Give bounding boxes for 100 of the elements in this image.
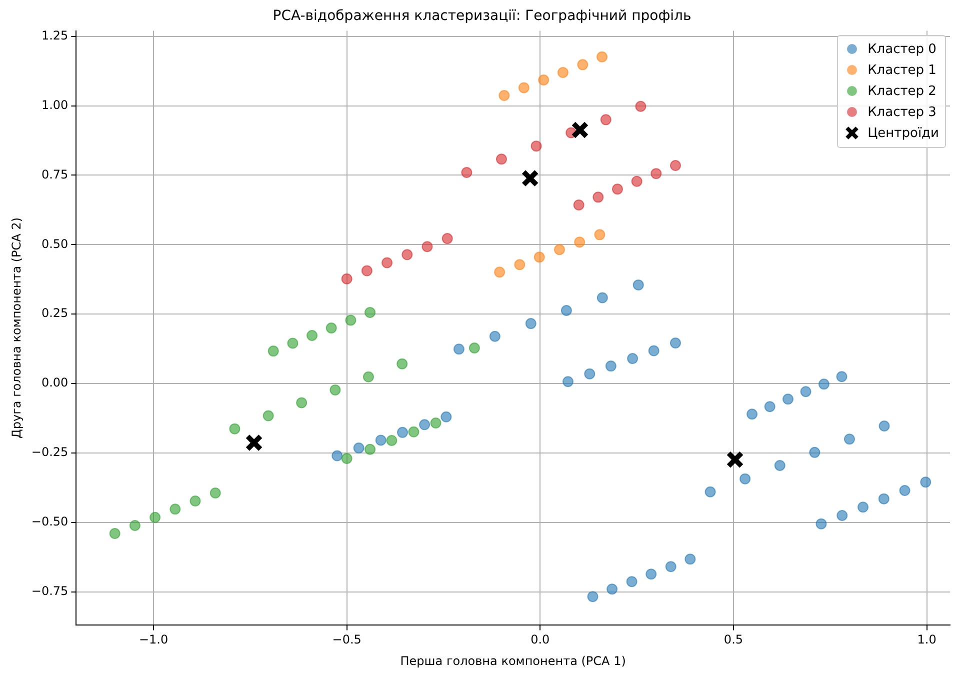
x-tick-label: 0.5 <box>724 632 744 647</box>
point <box>364 444 376 455</box>
point <box>442 233 453 244</box>
point <box>554 244 565 256</box>
point <box>596 292 608 304</box>
point <box>129 520 140 531</box>
point <box>858 502 869 513</box>
point <box>665 561 676 572</box>
legend-label: Кластер 0 <box>868 40 936 59</box>
point <box>518 82 530 94</box>
point <box>375 434 386 446</box>
point <box>396 358 408 370</box>
point <box>557 66 568 78</box>
point <box>560 305 572 316</box>
x-tick-label: 0.0 <box>530 632 550 647</box>
y-tick-label: −0.50 <box>31 514 68 529</box>
point <box>534 252 545 263</box>
chart-title: PCA-відображення кластеризації: Географічний профіль <box>272 8 692 24</box>
point <box>498 90 510 102</box>
point <box>562 376 574 388</box>
point <box>361 265 372 276</box>
y-tick-label: −0.25 <box>31 445 68 460</box>
point <box>402 249 413 260</box>
point <box>341 453 352 464</box>
point <box>521 169 539 188</box>
y-axis-title: Друга головна компонента (PCA 2) <box>9 217 24 439</box>
point <box>364 306 376 318</box>
point <box>268 346 279 357</box>
point <box>190 496 201 507</box>
point <box>650 168 662 180</box>
point <box>245 434 263 452</box>
y-tick-label: 1.00 <box>41 98 68 112</box>
point <box>530 140 542 152</box>
point <box>494 266 506 278</box>
y-tick-label: −0.75 <box>31 584 68 598</box>
point <box>408 426 420 438</box>
point <box>489 330 500 342</box>
point <box>573 199 584 210</box>
point <box>899 484 910 496</box>
x-tick-label: −0.5 <box>332 632 362 647</box>
y-tick-label: 0.50 <box>41 236 68 251</box>
x-tick-label: 1.0 <box>917 632 936 647</box>
point <box>648 345 660 356</box>
point <box>330 384 341 396</box>
legend-label: Центроїди <box>868 124 939 143</box>
point <box>670 160 681 172</box>
point <box>210 487 221 498</box>
point <box>726 450 744 469</box>
point <box>782 394 794 405</box>
point <box>419 419 430 430</box>
point <box>632 279 644 290</box>
point <box>229 423 240 434</box>
point <box>600 114 612 126</box>
point <box>809 446 820 458</box>
point <box>764 401 776 412</box>
point <box>326 322 337 334</box>
point <box>397 426 408 438</box>
point <box>574 236 586 248</box>
legend-label: Кластер 3 <box>868 104 936 122</box>
point <box>345 314 356 326</box>
point <box>430 417 442 428</box>
point <box>670 338 681 348</box>
point <box>587 591 598 602</box>
point <box>341 273 352 284</box>
point <box>362 371 374 382</box>
point <box>386 434 398 446</box>
point <box>287 338 298 349</box>
point <box>262 410 274 422</box>
point <box>353 442 364 454</box>
point <box>596 51 608 62</box>
point <box>878 420 890 432</box>
point <box>594 229 606 240</box>
point <box>422 241 433 252</box>
point <box>836 371 848 382</box>
point <box>584 368 596 380</box>
y-tick-label: 0.00 <box>41 376 68 390</box>
point <box>332 450 343 462</box>
y-tick-label: 1.25 <box>41 28 68 42</box>
point <box>306 330 318 341</box>
x-axis-title: Перша головна компонента (PCA 1) <box>400 654 626 668</box>
point <box>571 121 589 139</box>
point <box>746 408 758 420</box>
point <box>461 166 472 178</box>
point <box>296 397 308 408</box>
point <box>635 100 646 112</box>
point <box>626 576 638 588</box>
legend-label: Кластер 1 <box>868 62 936 80</box>
point <box>453 344 464 355</box>
point <box>684 554 696 565</box>
point <box>800 386 812 398</box>
point <box>740 473 751 484</box>
point <box>774 460 786 471</box>
point <box>704 486 716 498</box>
point <box>627 353 638 364</box>
point <box>836 510 848 521</box>
point <box>440 411 452 422</box>
point <box>577 59 588 70</box>
y-tick-label: 0.25 <box>41 306 68 320</box>
point <box>646 568 657 580</box>
point <box>605 360 616 372</box>
